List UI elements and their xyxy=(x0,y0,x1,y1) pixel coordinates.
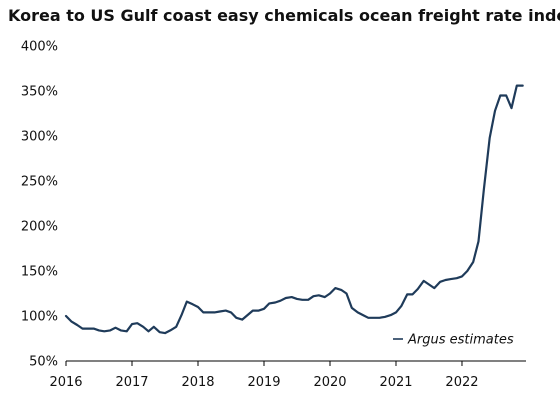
y-tick-label: 350% xyxy=(21,85,58,100)
x-axis-ticks: 2016 2017 2018 2019 2020 2021 2022 xyxy=(49,361,479,390)
x-tick-label: 2019 xyxy=(247,375,280,390)
y-axis-ticks: 50% 100% 150% 200% 250% 300% 350% 400% xyxy=(21,40,58,370)
y-tick-label: 400% xyxy=(21,40,58,55)
y-tick-label: 100% xyxy=(21,310,58,325)
legend: Argus estimates xyxy=(393,333,514,348)
y-tick-label: 250% xyxy=(21,175,58,190)
series-group xyxy=(64,84,524,335)
y-tick-label: 200% xyxy=(21,220,58,235)
legend-label: Argus estimates xyxy=(407,333,514,348)
y-tick-label: 300% xyxy=(21,130,58,145)
x-tick-label: 2020 xyxy=(313,375,346,390)
x-tick-label: 2018 xyxy=(181,375,214,390)
y-tick-label: 150% xyxy=(21,265,58,280)
series-line xyxy=(64,84,524,335)
x-tick-label: 2022 xyxy=(445,375,478,390)
x-tick-label: 2016 xyxy=(49,375,82,390)
y-tick-label: 50% xyxy=(29,355,58,370)
x-tick-label: 2017 xyxy=(115,375,148,390)
x-tick-label: 2021 xyxy=(379,375,412,390)
chart-title: Korea to US Gulf coast easy chemicals oc… xyxy=(8,6,560,25)
